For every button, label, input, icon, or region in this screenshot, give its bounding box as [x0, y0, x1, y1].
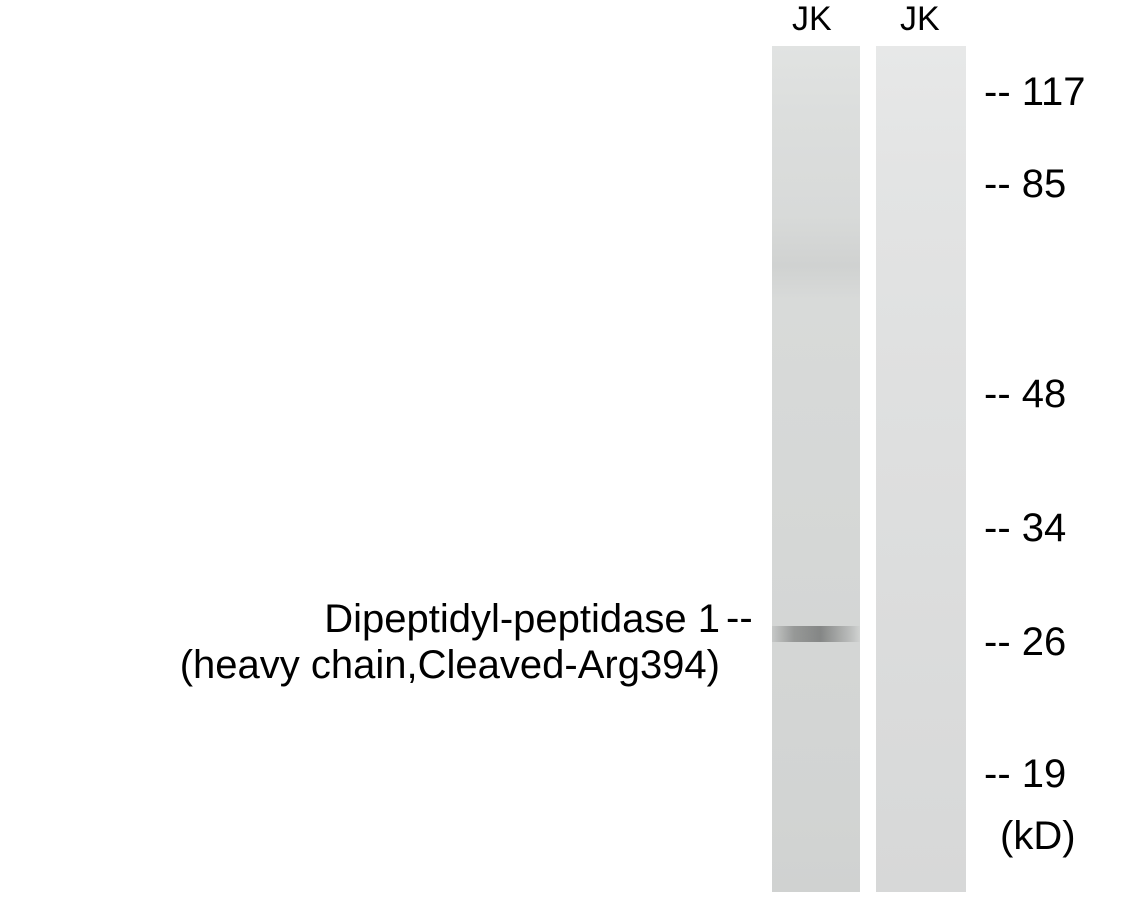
mw-tick: --: [984, 752, 1011, 796]
mw-unit: (kD): [1000, 814, 1076, 859]
mw-value: 26: [1022, 620, 1067, 664]
mw-marker-34: -- 34: [984, 506, 1066, 551]
mw-value: 48: [1022, 372, 1067, 416]
blot-figure: JK JK -- 117 -- 85 -- 48 -- 34 -- 26 -- …: [0, 0, 1126, 902]
blot-lane-2-strip: [876, 46, 966, 892]
blot-lane-1: [772, 46, 860, 892]
blot-lane-1-strip: [772, 46, 860, 892]
target-label-line2: (heavy chain,Cleaved-Arg394): [180, 643, 720, 687]
target-tick: --: [726, 596, 753, 641]
target-label-line1: Dipeptidyl-peptidase 1: [324, 597, 720, 641]
mw-marker-117: -- 117: [984, 70, 1086, 115]
mw-marker-19: -- 19: [984, 752, 1066, 797]
mw-value: 117: [1022, 70, 1086, 114]
mw-tick: --: [984, 506, 1011, 550]
mw-value: 19: [1022, 752, 1067, 796]
target-label: Dipeptidyl-peptidase 1 (heavy chain,Clea…: [0, 596, 720, 688]
mw-tick: --: [984, 162, 1011, 206]
lane-label-1: JK: [792, 0, 832, 39]
mw-marker-26: -- 26: [984, 620, 1066, 665]
lane-label-2: JK: [900, 0, 940, 39]
mw-tick: --: [984, 70, 1011, 114]
blot-lane-2: [876, 46, 966, 892]
mw-marker-85: -- 85: [984, 162, 1066, 207]
mw-marker-48: -- 48: [984, 372, 1066, 417]
mw-tick: --: [984, 372, 1011, 416]
mw-value: 85: [1022, 162, 1067, 206]
target-band: [772, 626, 860, 642]
mw-tick: --: [984, 620, 1011, 664]
mw-value: 34: [1022, 506, 1067, 550]
